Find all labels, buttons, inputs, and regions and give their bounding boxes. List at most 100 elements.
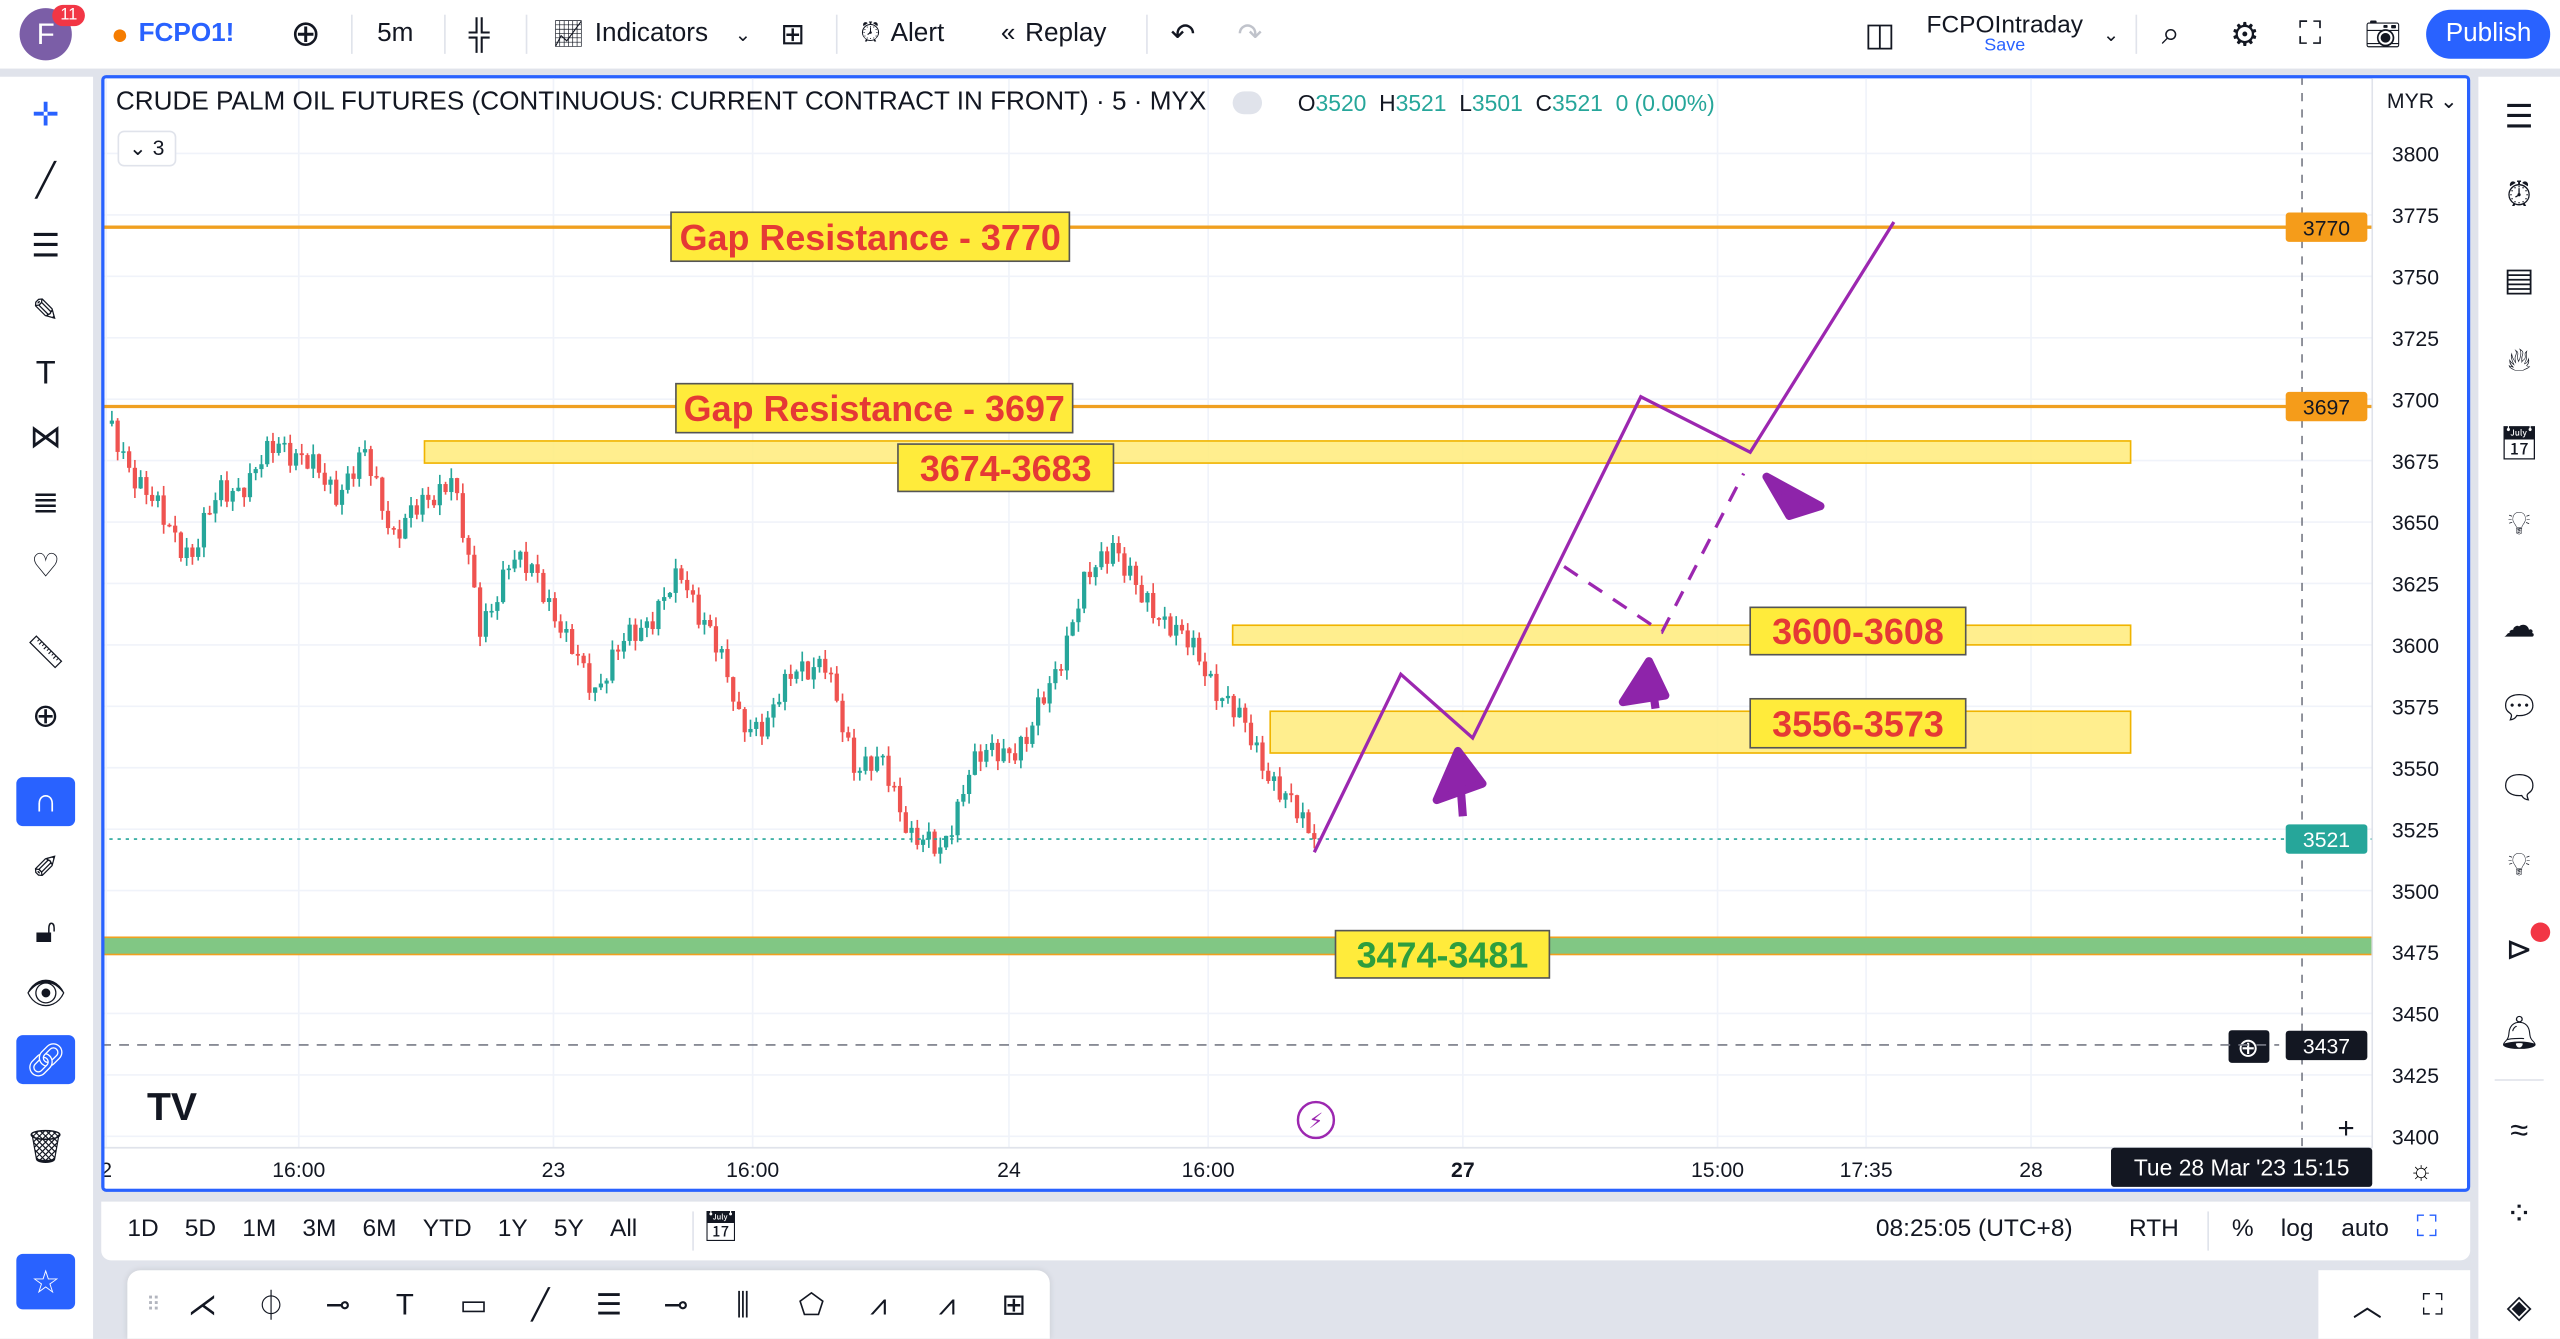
zoom-tool[interactable]: ⊕ bbox=[16, 691, 75, 740]
text-tool[interactable]: T bbox=[382, 1283, 428, 1325]
messages-button[interactable]: 🗨︎ bbox=[2491, 759, 2547, 815]
clock-timezone[interactable]: 08:25:05 (UTC+8) bbox=[1875, 1214, 2073, 1243]
symbol-search[interactable]: ● FCPO1! bbox=[111, 0, 234, 69]
range-1m[interactable]: 1M bbox=[242, 1214, 277, 1243]
dom-button[interactable]: ⁘ bbox=[2491, 1185, 2547, 1241]
rectangle-tool[interactable]: ▭ bbox=[451, 1283, 497, 1325]
minimize-icon[interactable] bbox=[1232, 91, 1262, 115]
range-5y[interactable]: 5Y bbox=[553, 1214, 584, 1243]
layout-name-button[interactable]: FCPOIntraday Save bbox=[1927, 0, 2084, 69]
projection-path[interactable] bbox=[1312, 221, 1896, 853]
symbol-title[interactable]: CRUDE PALM OIL FUTURES (CONTINUOUS: CURR… bbox=[115, 88, 1207, 116]
pattern-tool[interactable]: ⋈ bbox=[16, 411, 75, 460]
object-tree-button[interactable]: ◈ bbox=[2491, 1278, 2547, 1334]
trading-panel-button[interactable]: ≈ bbox=[2491, 1104, 2547, 1160]
annotation-label-box[interactable] bbox=[1749, 697, 1967, 749]
redo-button[interactable]: ↷ bbox=[1238, 0, 1263, 69]
vertical-line-tool[interactable]: ⏀ bbox=[248, 1283, 294, 1325]
interval-button[interactable]: 5m bbox=[377, 19, 414, 48]
brush-tool[interactable]: ✎ bbox=[16, 286, 75, 335]
fib-tool[interactable]: ☰ bbox=[16, 220, 75, 269]
hotlists-button[interactable]: 🔥︎ bbox=[2491, 333, 2547, 389]
search-button[interactable]: ⌕ bbox=[2162, 0, 2180, 69]
annotation-label-box[interactable] bbox=[675, 382, 1074, 434]
streams-button[interactable]: ☁︎ bbox=[2491, 598, 2547, 654]
calendar-button[interactable]: 📅︎ bbox=[2491, 415, 2547, 471]
range-all[interactable]: All bbox=[609, 1214, 638, 1243]
percent-scale-button[interactable]: % bbox=[2231, 1214, 2254, 1243]
annotation-label-box[interactable] bbox=[897, 443, 1115, 493]
prediction-tool[interactable]: ≣ bbox=[16, 477, 75, 526]
data-window-button[interactable]: ▤ bbox=[2491, 251, 2547, 307]
session-button[interactable]: RTH bbox=[2128, 1214, 2179, 1243]
log-scale-button[interactable]: log bbox=[2280, 1214, 2314, 1243]
price-zone[interactable] bbox=[423, 440, 2132, 464]
range-1y[interactable]: 1Y bbox=[497, 1214, 528, 1243]
sync-drawings-tool[interactable]: 🔗︎ bbox=[16, 1035, 76, 1085]
publish-button[interactable]: Publish bbox=[2426, 9, 2551, 59]
text-tool[interactable]: T bbox=[16, 349, 75, 398]
ray-tool[interactable]: ⊸ bbox=[653, 1283, 699, 1325]
hide-tool[interactable]: 👁︎ bbox=[16, 968, 75, 1017]
trend-line-tool[interactable]: ╱ bbox=[16, 155, 75, 204]
chart-pane[interactable]: Gap Resistance - 3770 Gap Resistance - 36… bbox=[101, 75, 2471, 1192]
maximize-panel-button[interactable]: ⛶ bbox=[2410, 1283, 2456, 1325]
elliott-wave-tool[interactable]: ⩘ bbox=[924, 1283, 970, 1325]
templates-button[interactable]: ⊞ bbox=[780, 0, 805, 69]
live-streams-button[interactable]: ⊳ bbox=[2491, 921, 2551, 977]
icons-tool[interactable]: ♡ bbox=[16, 540, 75, 589]
lock-all-tool[interactable]: 🔓︎ bbox=[16, 908, 75, 957]
magnet-tool[interactable]: ∩ bbox=[16, 777, 76, 827]
save-link[interactable]: Save bbox=[1984, 35, 2026, 56]
range-ytd[interactable]: YTD bbox=[422, 1214, 472, 1243]
range-1d[interactable]: 1D bbox=[127, 1214, 159, 1243]
user-avatar[interactable]: F 11 bbox=[19, 0, 86, 69]
indicators-collapse-button[interactable]: ⌄ 3 bbox=[117, 130, 176, 167]
measure-tool[interactable]: 📏︎ bbox=[16, 627, 75, 676]
range-3m[interactable]: 3M bbox=[302, 1214, 337, 1243]
price-chart[interactable]: Gap Resistance - 3770 Gap Resistance - 36… bbox=[101, 75, 2470, 1192]
fib-retracement-tool[interactable]: ☰ bbox=[586, 1283, 632, 1325]
layout-dropdown[interactable]: ⌄ bbox=[2103, 0, 2119, 69]
alerts-button[interactable]: ⏰︎ bbox=[2491, 168, 2547, 224]
notifications-button[interactable]: 🔔︎ bbox=[2491, 1004, 2547, 1060]
price-zone[interactable] bbox=[101, 936, 2374, 956]
fib-timezone-tool[interactable]: ⫼ bbox=[720, 1283, 766, 1325]
screenshot-button[interactable]: 📷︎ bbox=[2364, 0, 2401, 69]
annotation-label-box[interactable] bbox=[1334, 929, 1551, 979]
annotation-label-box[interactable] bbox=[1749, 606, 1967, 656]
indicators-dropdown[interactable]: ⌄ bbox=[735, 0, 751, 69]
horizontal-ray-tool[interactable]: ⊸ bbox=[315, 1283, 361, 1325]
projection-drawing[interactable] bbox=[1312, 221, 1896, 853]
events-icon[interactable] bbox=[1296, 1100, 1336, 1140]
time-axis[interactable]: 2 16:00 23 16:00 24 16:00 27 15:00 17:35 28 bbox=[101, 1159, 2043, 1182]
fullscreen-button[interactable]: ⛶ bbox=[2299, 0, 2322, 69]
trend-line-tool[interactable]: ╱ bbox=[518, 1283, 564, 1325]
compare-add-button[interactable]: ⊕ bbox=[291, 0, 321, 69]
pitchfork-tool[interactable]: ⋌ bbox=[180, 1283, 226, 1325]
abcd-pattern-tool[interactable]: ⩘ bbox=[856, 1283, 902, 1325]
fit-screen-button[interactable]: ⛶ bbox=[2416, 1210, 2437, 1244]
annotation-label-box[interactable] bbox=[670, 211, 1071, 263]
lock-drawing-tool[interactable]: ✐ bbox=[16, 842, 75, 891]
alt-projection-path[interactable] bbox=[1563, 472, 1746, 635]
settings-button[interactable]: ⚙︎ bbox=[2230, 0, 2259, 69]
crosshair-tool[interactable]: ✛ bbox=[16, 90, 75, 139]
indicators-button[interactable]: 📈︎ Indicators bbox=[552, 0, 708, 69]
tips-button[interactable]: 💡︎ bbox=[2491, 838, 2547, 894]
ideas-button[interactable]: 💡︎ bbox=[2491, 496, 2547, 552]
drag-handle[interactable]: ⠿ bbox=[146, 1293, 161, 1316]
date-price-range-tool[interactable]: ⊞ bbox=[991, 1283, 1037, 1325]
price-axis[interactable]: 3800 3775 3750 3725 3700 3675 3650 3625 3600 3575… bbox=[2392, 144, 2439, 1150]
favorites-tool[interactable]: ☆ bbox=[16, 1253, 76, 1310]
layout-button[interactable]: ◫ bbox=[1864, 0, 1895, 69]
range-6m[interactable]: 6M bbox=[362, 1214, 397, 1243]
polygon-tool[interactable]: ⬠ bbox=[789, 1283, 835, 1325]
price-zone[interactable] bbox=[1269, 710, 2132, 754]
axis-settings-icon[interactable]: ☼ bbox=[2409, 1155, 2433, 1185]
watchlist-button[interactable]: ☰ bbox=[2491, 88, 2547, 144]
chats-button[interactable]: 💬︎ bbox=[2491, 679, 2547, 735]
alert-button[interactable]: ⏰︎ Alert bbox=[860, 0, 944, 69]
chart-type-button[interactable]: ╬ bbox=[469, 0, 490, 69]
goto-date-button[interactable]: 📅︎ bbox=[702, 1210, 739, 1244]
